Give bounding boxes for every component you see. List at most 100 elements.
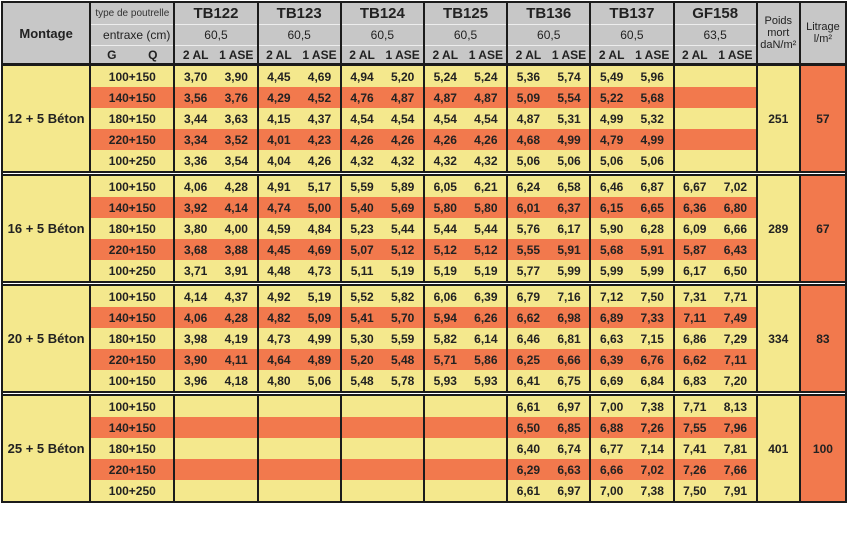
value-cell: 4,99 — [557, 132, 581, 147]
value-cell: 4,80 — [256, 370, 300, 392]
value-cell: 6,58 — [557, 179, 581, 194]
value-cell — [672, 87, 716, 108]
montage-corner-header: Montage — [2, 2, 91, 65]
data-row: 100+250 3,71 3,91 4,48 4,73 5,11 5,19 5,19 5,19 5… — [2, 260, 846, 282]
value-cell: 4,28 — [224, 179, 248, 194]
g-q-row-label: 140+150 — [89, 307, 175, 328]
al-subheader-TB125: 2 AL — [422, 45, 466, 65]
value-cell: 4,11 — [224, 352, 248, 367]
entraxe-value-GF158: 63,5 — [672, 24, 757, 46]
data-row: 140+150 6,50 6,85 6,88 7,26 7,55 7,96 — [2, 417, 846, 438]
value-cell: 4,54 — [422, 108, 466, 129]
value-cell — [299, 417, 341, 438]
value-cell: 5,91 — [557, 242, 581, 257]
value-cell: 4,14 — [224, 200, 248, 215]
value-cell: 4,19 — [224, 331, 248, 346]
value-cell: 5,06 — [640, 153, 664, 168]
value-cell — [216, 459, 258, 480]
g-q-row-label: 100+250 — [89, 150, 175, 172]
value-cell: 5,99 — [640, 263, 664, 278]
value-cell: 4,91 — [256, 175, 300, 197]
al-subheader-TB123: 2 AL — [256, 45, 300, 65]
g-q-row-label: 140+150 — [89, 417, 175, 438]
value-cell — [216, 480, 258, 502]
g-q-row-label: 220+150 — [89, 349, 175, 370]
value-cell: 5,24 — [465, 63, 508, 87]
value-cell: 4,23 — [307, 132, 332, 147]
value-cell: 5,99 — [557, 263, 581, 278]
value-cell: 4,06 — [173, 175, 216, 197]
value-cell: 5,44 — [422, 218, 466, 239]
value-cell: 4,52 — [307, 90, 332, 105]
value-cell — [173, 480, 216, 502]
value-cell: 6,28 — [640, 221, 664, 236]
value-cell — [339, 438, 383, 459]
value-cell: 5,20 — [382, 63, 424, 87]
value-cell: 5,06 — [557, 153, 581, 168]
group-separator — [2, 171, 846, 176]
value-cell: 3,36 — [173, 150, 216, 172]
value-cell: 5,41 — [339, 307, 383, 328]
value-cell: 6,43 — [723, 242, 748, 257]
entraxe-label: entraxe (cm) — [89, 24, 175, 46]
value-cell: 3,90 — [173, 349, 216, 370]
value-cell: 6,76 — [640, 352, 664, 367]
value-cell: 5,11 — [339, 260, 383, 282]
value-cell: 5,44 — [390, 221, 415, 236]
value-cell: 4,92 — [256, 285, 300, 307]
value-cell: 5,31 — [557, 111, 581, 126]
value-cell: 5,94 — [422, 307, 466, 328]
value-cell: 3,80 — [173, 218, 216, 239]
value-cell: 4,69 — [299, 63, 341, 87]
value-cell: 5,24 — [422, 63, 466, 87]
value-cell — [422, 480, 466, 502]
data-row: 16 + 5 Béton 100+150 4,06 4,28 4,91 5,17 5,59 5… — [2, 175, 846, 282]
poids-mort-value: 289 — [755, 175, 800, 282]
value-cell: 5,70 — [390, 310, 415, 325]
value-cell: 6,01 — [506, 197, 549, 218]
litrage-line: l/m² — [813, 33, 833, 45]
value-cell: 5,54 — [557, 90, 581, 105]
poids-mort-value: 334 — [755, 285, 800, 392]
value-cell: 7,16 — [557, 289, 581, 304]
g-label: G — [107, 47, 117, 62]
value-cell: 7,50 — [672, 480, 716, 502]
value-cell: 5,19 — [474, 263, 498, 278]
value-cell: 7,00 — [589, 395, 632, 417]
group-12+5Béton: 12 + 5 Béton 100+150 3,70 3,90 4,45 4,69 4,94 5… — [2, 63, 846, 172]
value-cell: 5,07 — [339, 239, 383, 260]
group-separator — [2, 391, 846, 396]
header-row-subcolumns: G Q 2 AL 1 ASE 2 AL 1 ASE 2 AL 1 ASE 2 AL 1 ASE… — [2, 45, 846, 65]
value-cell: 6,97 — [557, 399, 581, 414]
value-cell — [382, 459, 424, 480]
value-cell: 6,65 — [640, 200, 664, 215]
montage-cell: 20 + 5 Béton — [2, 285, 91, 392]
al-subheader-TB122: 2 AL — [173, 45, 216, 65]
value-cell: 4,99 — [640, 132, 664, 147]
value-cell: 3,68 — [173, 239, 216, 260]
value-cell: 5,55 — [506, 239, 549, 260]
value-cell: 3,76 — [224, 90, 248, 105]
value-cell: 5,59 — [390, 331, 415, 346]
value-cell: 5,69 — [390, 200, 415, 215]
poids-mort-line: Poids — [764, 15, 793, 27]
value-cell: 6,36 — [672, 197, 716, 218]
value-cell — [216, 438, 258, 459]
value-cell — [715, 108, 757, 129]
poids-mort-header: Poids mort daN/m² — [755, 2, 800, 65]
value-cell: 4,37 — [224, 289, 248, 304]
value-cell: 4,15 — [256, 108, 300, 129]
value-cell: 5,87 — [672, 239, 716, 260]
value-cell: 3,71 — [173, 260, 216, 282]
data-row: 220+150 3,34 3,52 4,01 4,23 4,26 4,26 4,26 4,26 4… — [2, 129, 846, 150]
value-cell — [382, 438, 424, 459]
value-cell — [466, 480, 508, 502]
value-cell: 6,61 — [506, 395, 549, 417]
value-cell — [382, 395, 424, 417]
value-cell: 6,69 — [589, 370, 632, 392]
value-cell: 7,14 — [640, 441, 664, 456]
litrage-value: 83 — [798, 285, 846, 392]
value-cell: 7,66 — [723, 462, 748, 477]
data-row: 100+150 3,96 4,18 4,80 5,06 5,48 5,78 5,93 5,93 6… — [2, 370, 846, 392]
value-cell: 6,46 — [506, 328, 549, 349]
